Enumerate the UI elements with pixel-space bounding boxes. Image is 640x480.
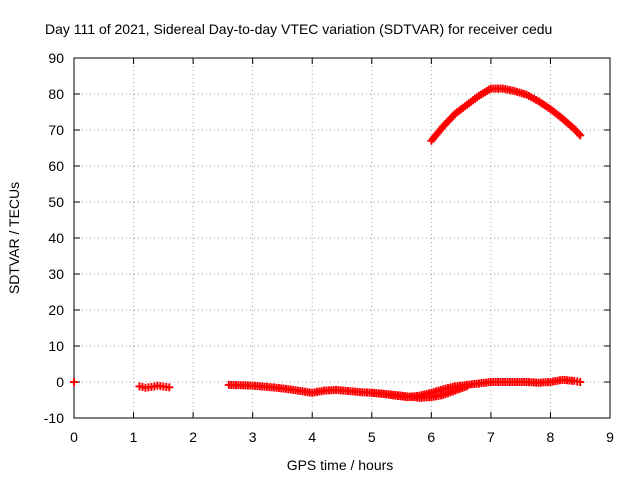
data-point: [70, 378, 78, 386]
x-tick-label: 8: [547, 429, 555, 445]
y-tick-label: 10: [48, 338, 64, 354]
data-point: [576, 378, 585, 386]
x-tick-label: 2: [189, 429, 197, 445]
y-tick-label: 50: [48, 194, 64, 210]
y-axis-label: SDTVAR / TECUs: [6, 182, 22, 294]
x-tick-label: 0: [70, 429, 78, 445]
y-tick-label: 70: [48, 122, 64, 138]
series-sat-b: [135, 381, 174, 392]
data-series: [70, 84, 585, 402]
x-tick-label: 4: [308, 429, 316, 445]
axis-ticks: [73, 57, 611, 419]
y-tick-label: 40: [48, 230, 64, 246]
grid: [74, 58, 610, 418]
y-tick-label: 30: [48, 266, 64, 282]
y-tick-label: 80: [48, 86, 64, 102]
x-axis-label: GPS time / hours: [287, 457, 394, 473]
data-point: [574, 129, 583, 138]
series-sat-a: [70, 378, 78, 386]
y-tick-label: 20: [48, 302, 64, 318]
x-tick-label: 6: [427, 429, 435, 445]
chart-title: Day 111 of 2021, Sidereal Day-to-day VTE…: [45, 21, 552, 37]
y-tick-labels: -10 0 10 20 30 40 50 60 70 80 90: [44, 50, 64, 426]
data-point: [463, 382, 472, 391]
series-sat-d: [427, 84, 585, 145]
x-tick-label: 5: [368, 429, 376, 445]
x-tick-label: 9: [606, 429, 614, 445]
x-tick-label: 7: [487, 429, 495, 445]
data-point: [165, 383, 174, 392]
y-tick-label: 0: [56, 374, 64, 390]
data-point: [576, 131, 585, 140]
x-tick-labels: 0 1 2 3 4 5 6 7 8 9: [70, 429, 614, 445]
y-tick-label: 90: [48, 50, 64, 66]
x-tick-label: 3: [249, 429, 257, 445]
y-tick-label: 60: [48, 158, 64, 174]
y-tick-label: -10: [44, 410, 64, 426]
series-sat-c-lower: [367, 382, 472, 402]
x-tick-label: 1: [130, 429, 138, 445]
